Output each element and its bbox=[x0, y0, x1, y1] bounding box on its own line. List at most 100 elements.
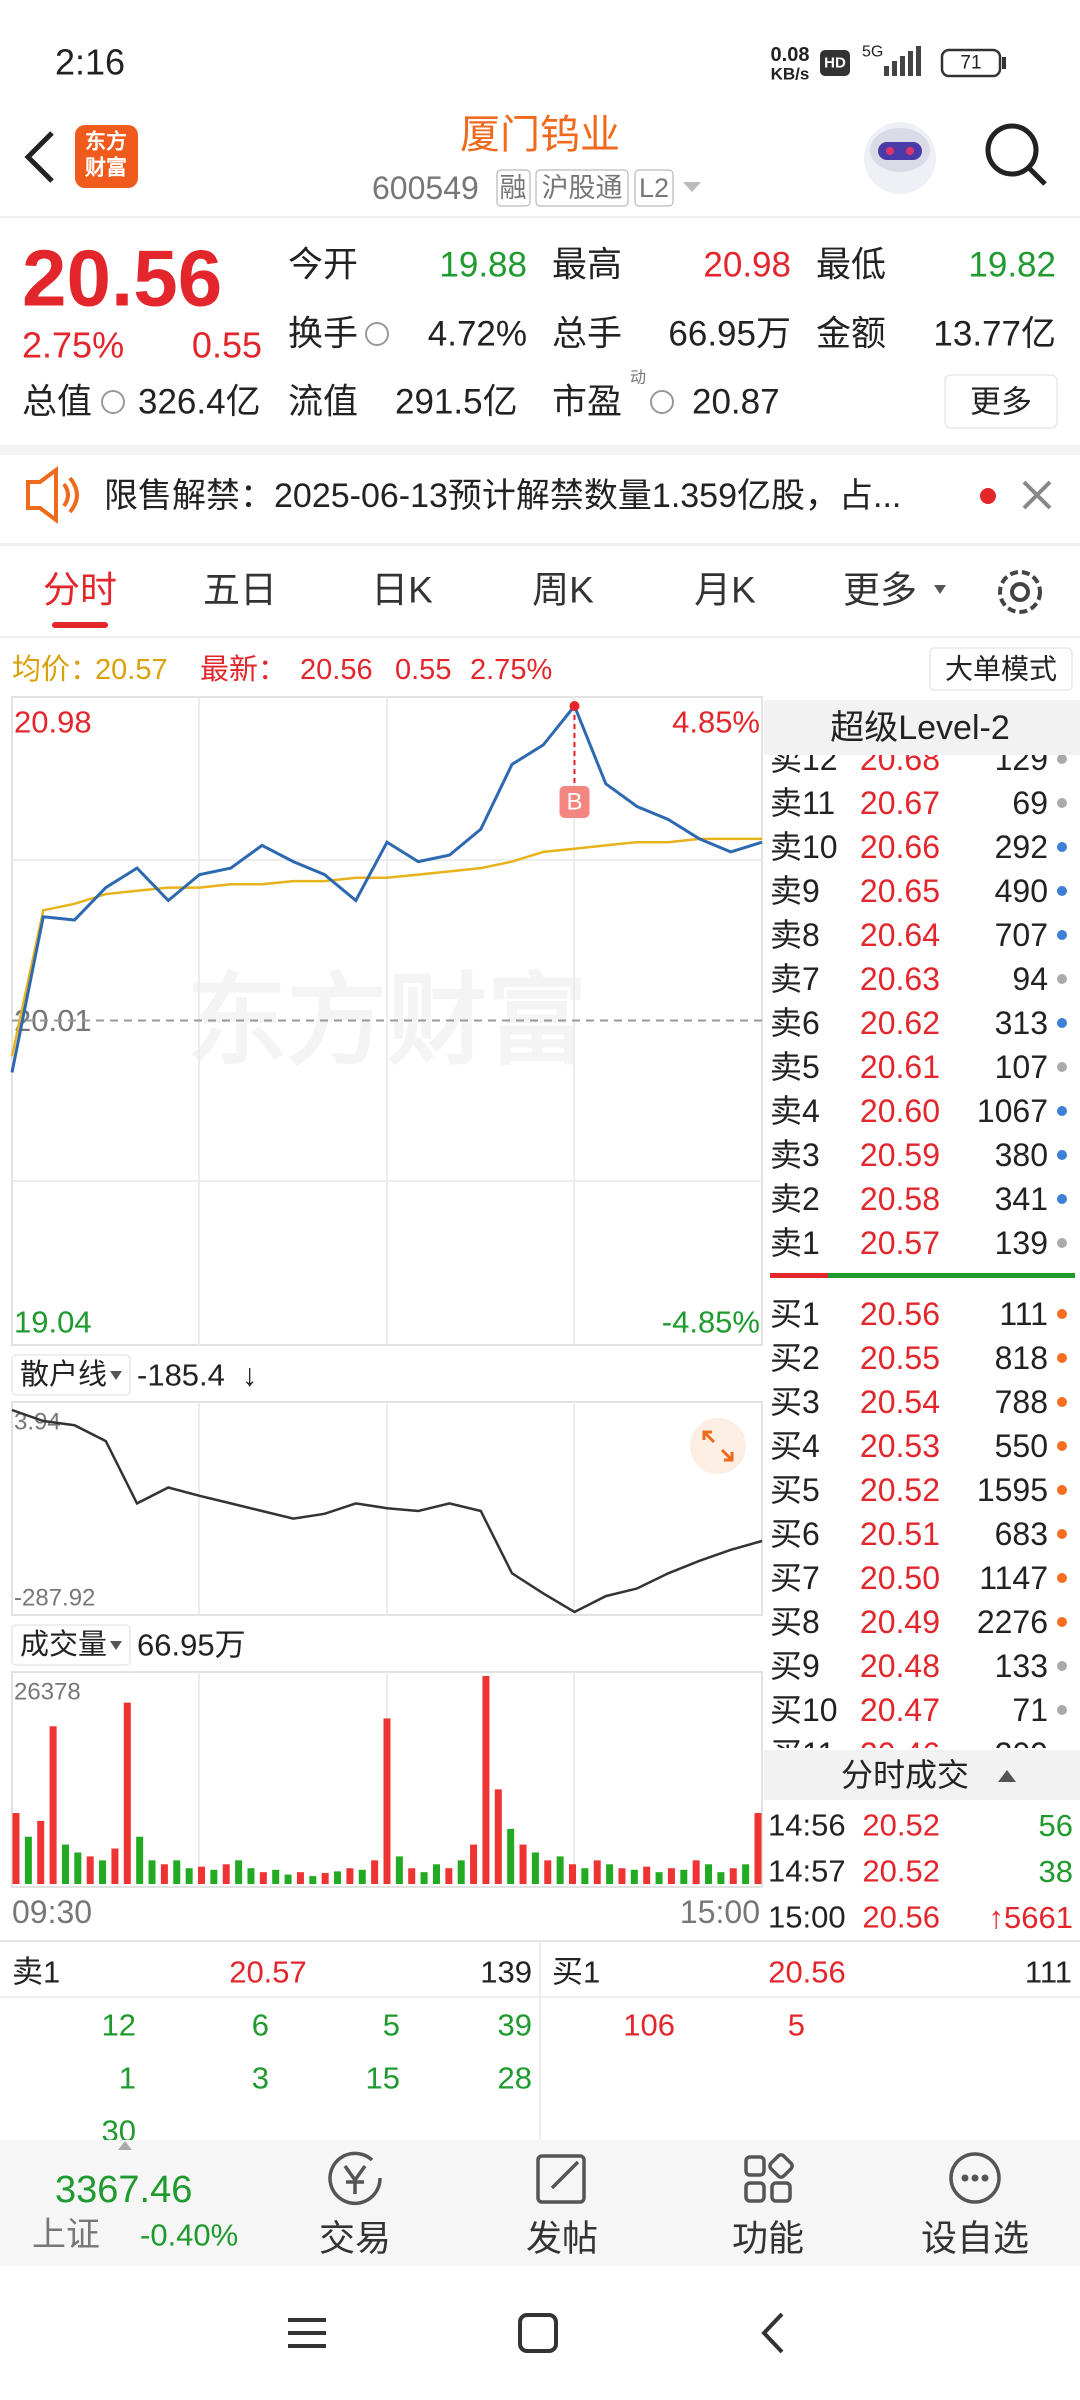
level-price: 20.48 bbox=[860, 1648, 940, 1684]
indicator-selector[interactable] bbox=[11, 1354, 131, 1396]
volume-bar bbox=[99, 1860, 107, 1884]
y-tick-label: 26378 bbox=[14, 1679, 81, 1706]
logo-text: 东方 bbox=[85, 130, 127, 154]
avg-value: 20.57 bbox=[95, 654, 168, 686]
robot-avatar[interactable] bbox=[864, 122, 936, 194]
settings-icon[interactable] bbox=[998, 570, 1042, 614]
level-volume: 94 bbox=[1012, 961, 1048, 997]
book-cell: 39 bbox=[498, 2008, 532, 2043]
net-speed: 0.08 bbox=[771, 44, 810, 66]
divider bbox=[0, 445, 1080, 455]
tab[interactable]: 分时 bbox=[43, 570, 117, 611]
level-dot bbox=[1057, 1529, 1067, 1539]
tab[interactable]: 更多 bbox=[843, 570, 917, 611]
volume-bar bbox=[680, 1869, 688, 1884]
level-dot bbox=[1057, 798, 1067, 808]
trade-volume-value: 56 bbox=[1039, 1808, 1073, 1843]
search-button[interactable] bbox=[985, 123, 1047, 186]
avg-line bbox=[10, 837, 762, 1057]
back-button[interactable] bbox=[24, 131, 54, 183]
level-label: 卖1 bbox=[770, 1225, 820, 1261]
volume-bar bbox=[470, 1844, 478, 1884]
stat-value: 13.77亿 bbox=[933, 315, 1056, 354]
level-label: 买5 bbox=[770, 1472, 820, 1508]
change: 0.55 bbox=[192, 325, 262, 366]
nav-item[interactable]: 发帖 bbox=[526, 2218, 598, 2259]
tab[interactable]: 周K bbox=[532, 570, 594, 611]
trade-time: 14:57 bbox=[768, 1854, 846, 1889]
stat-value: 20.87 bbox=[692, 383, 780, 422]
volume-bar bbox=[544, 1860, 552, 1884]
volume-bar bbox=[655, 1872, 663, 1884]
indicator-dropdown bbox=[110, 1641, 122, 1650]
divider bbox=[0, 543, 1080, 546]
nav-item[interactable]: 设自选 bbox=[921, 2218, 1029, 2259]
trades-title[interactable]: 分时成交 bbox=[841, 1757, 969, 1793]
volume-bar bbox=[630, 1869, 638, 1884]
volume-bar bbox=[346, 1868, 354, 1884]
level-volume: 139 bbox=[995, 1225, 1048, 1261]
marker-text: B bbox=[566, 789, 582, 816]
level-price: 20.47 bbox=[860, 1692, 940, 1728]
level-price: 20.60 bbox=[860, 1093, 940, 1129]
volume-bar bbox=[507, 1828, 515, 1884]
volume-bar bbox=[482, 1676, 490, 1884]
book-label: 买1 bbox=[552, 1955, 600, 1990]
last-change-pct: 2.75% bbox=[470, 654, 552, 686]
indicator-selector[interactable] bbox=[11, 1624, 131, 1666]
trade-flag: ↑ bbox=[989, 1900, 1005, 1935]
volume-bar bbox=[643, 1866, 651, 1884]
level-label: 卖4 bbox=[770, 1093, 820, 1129]
info-icons[interactable] bbox=[101, 322, 674, 414]
volume-bar bbox=[717, 1872, 725, 1884]
system-nav bbox=[288, 2312, 784, 2354]
level-label: 卖9 bbox=[770, 873, 820, 909]
level2-title: 超级Level-2 bbox=[830, 709, 1010, 747]
level-volume: 380 bbox=[995, 1137, 1048, 1173]
level-dot bbox=[1057, 1150, 1067, 1160]
tab[interactable]: 月K bbox=[694, 570, 756, 611]
close-notice[interactable] bbox=[1022, 480, 1052, 510]
more-button[interactable] bbox=[944, 374, 1058, 429]
indicator-name: 散户线 bbox=[20, 1358, 107, 1391]
index-change: -0.40% bbox=[140, 2218, 238, 2253]
last-value: 20.56 bbox=[300, 654, 373, 686]
mode-button[interactable] bbox=[929, 647, 1073, 691]
level-volume: 707 bbox=[995, 917, 1048, 953]
index-value[interactable]: 3367.46 bbox=[55, 2169, 192, 2211]
more-label: 更多 bbox=[970, 385, 1032, 420]
tab-indicator bbox=[52, 622, 108, 628]
book-label: 卖1 bbox=[12, 1955, 60, 1990]
level-label: 卖8 bbox=[770, 917, 820, 953]
level-dot bbox=[1057, 974, 1067, 984]
volume-bar bbox=[321, 1872, 329, 1884]
level-label: 买1 bbox=[770, 1296, 820, 1332]
level-label: 买7 bbox=[770, 1560, 820, 1596]
battery-level: 71 bbox=[960, 53, 981, 74]
expand-button[interactable] bbox=[690, 1418, 746, 1474]
book-volume: 139 bbox=[480, 1955, 532, 1990]
marker-dot bbox=[569, 701, 580, 711]
tab[interactable]: 五日 bbox=[203, 570, 277, 611]
volume-bar bbox=[235, 1860, 243, 1884]
level-price: 20.52 bbox=[860, 1472, 940, 1508]
volume-bar bbox=[37, 1820, 45, 1884]
level-label: 买10 bbox=[770, 1692, 838, 1728]
status-time: 2:16 bbox=[55, 42, 125, 83]
volume-bar bbox=[61, 1844, 69, 1884]
book-price: 20.56 bbox=[768, 1955, 846, 1990]
stat-label: 换手 bbox=[288, 315, 358, 354]
volume-bar bbox=[272, 1869, 280, 1884]
level-price: 20.59 bbox=[860, 1137, 940, 1173]
level-volume: 209 bbox=[995, 1736, 1048, 1772]
trades-header bbox=[764, 1750, 1080, 1800]
nav-item[interactable]: 交易 bbox=[319, 2218, 391, 2259]
level-volume: 2276 bbox=[977, 1604, 1048, 1640]
dropdown[interactable] bbox=[683, 182, 701, 192]
buy-ratio bbox=[828, 1273, 1075, 1278]
volume-bar bbox=[222, 1864, 230, 1884]
level-price: 20.58 bbox=[860, 1181, 940, 1217]
notice-text[interactable]: 限售解禁：2025-06-13预计解禁数量1.359亿股，占... bbox=[104, 477, 901, 515]
tab[interactable]: 日K bbox=[371, 570, 433, 611]
nav-item[interactable]: 功能 bbox=[732, 2218, 804, 2259]
